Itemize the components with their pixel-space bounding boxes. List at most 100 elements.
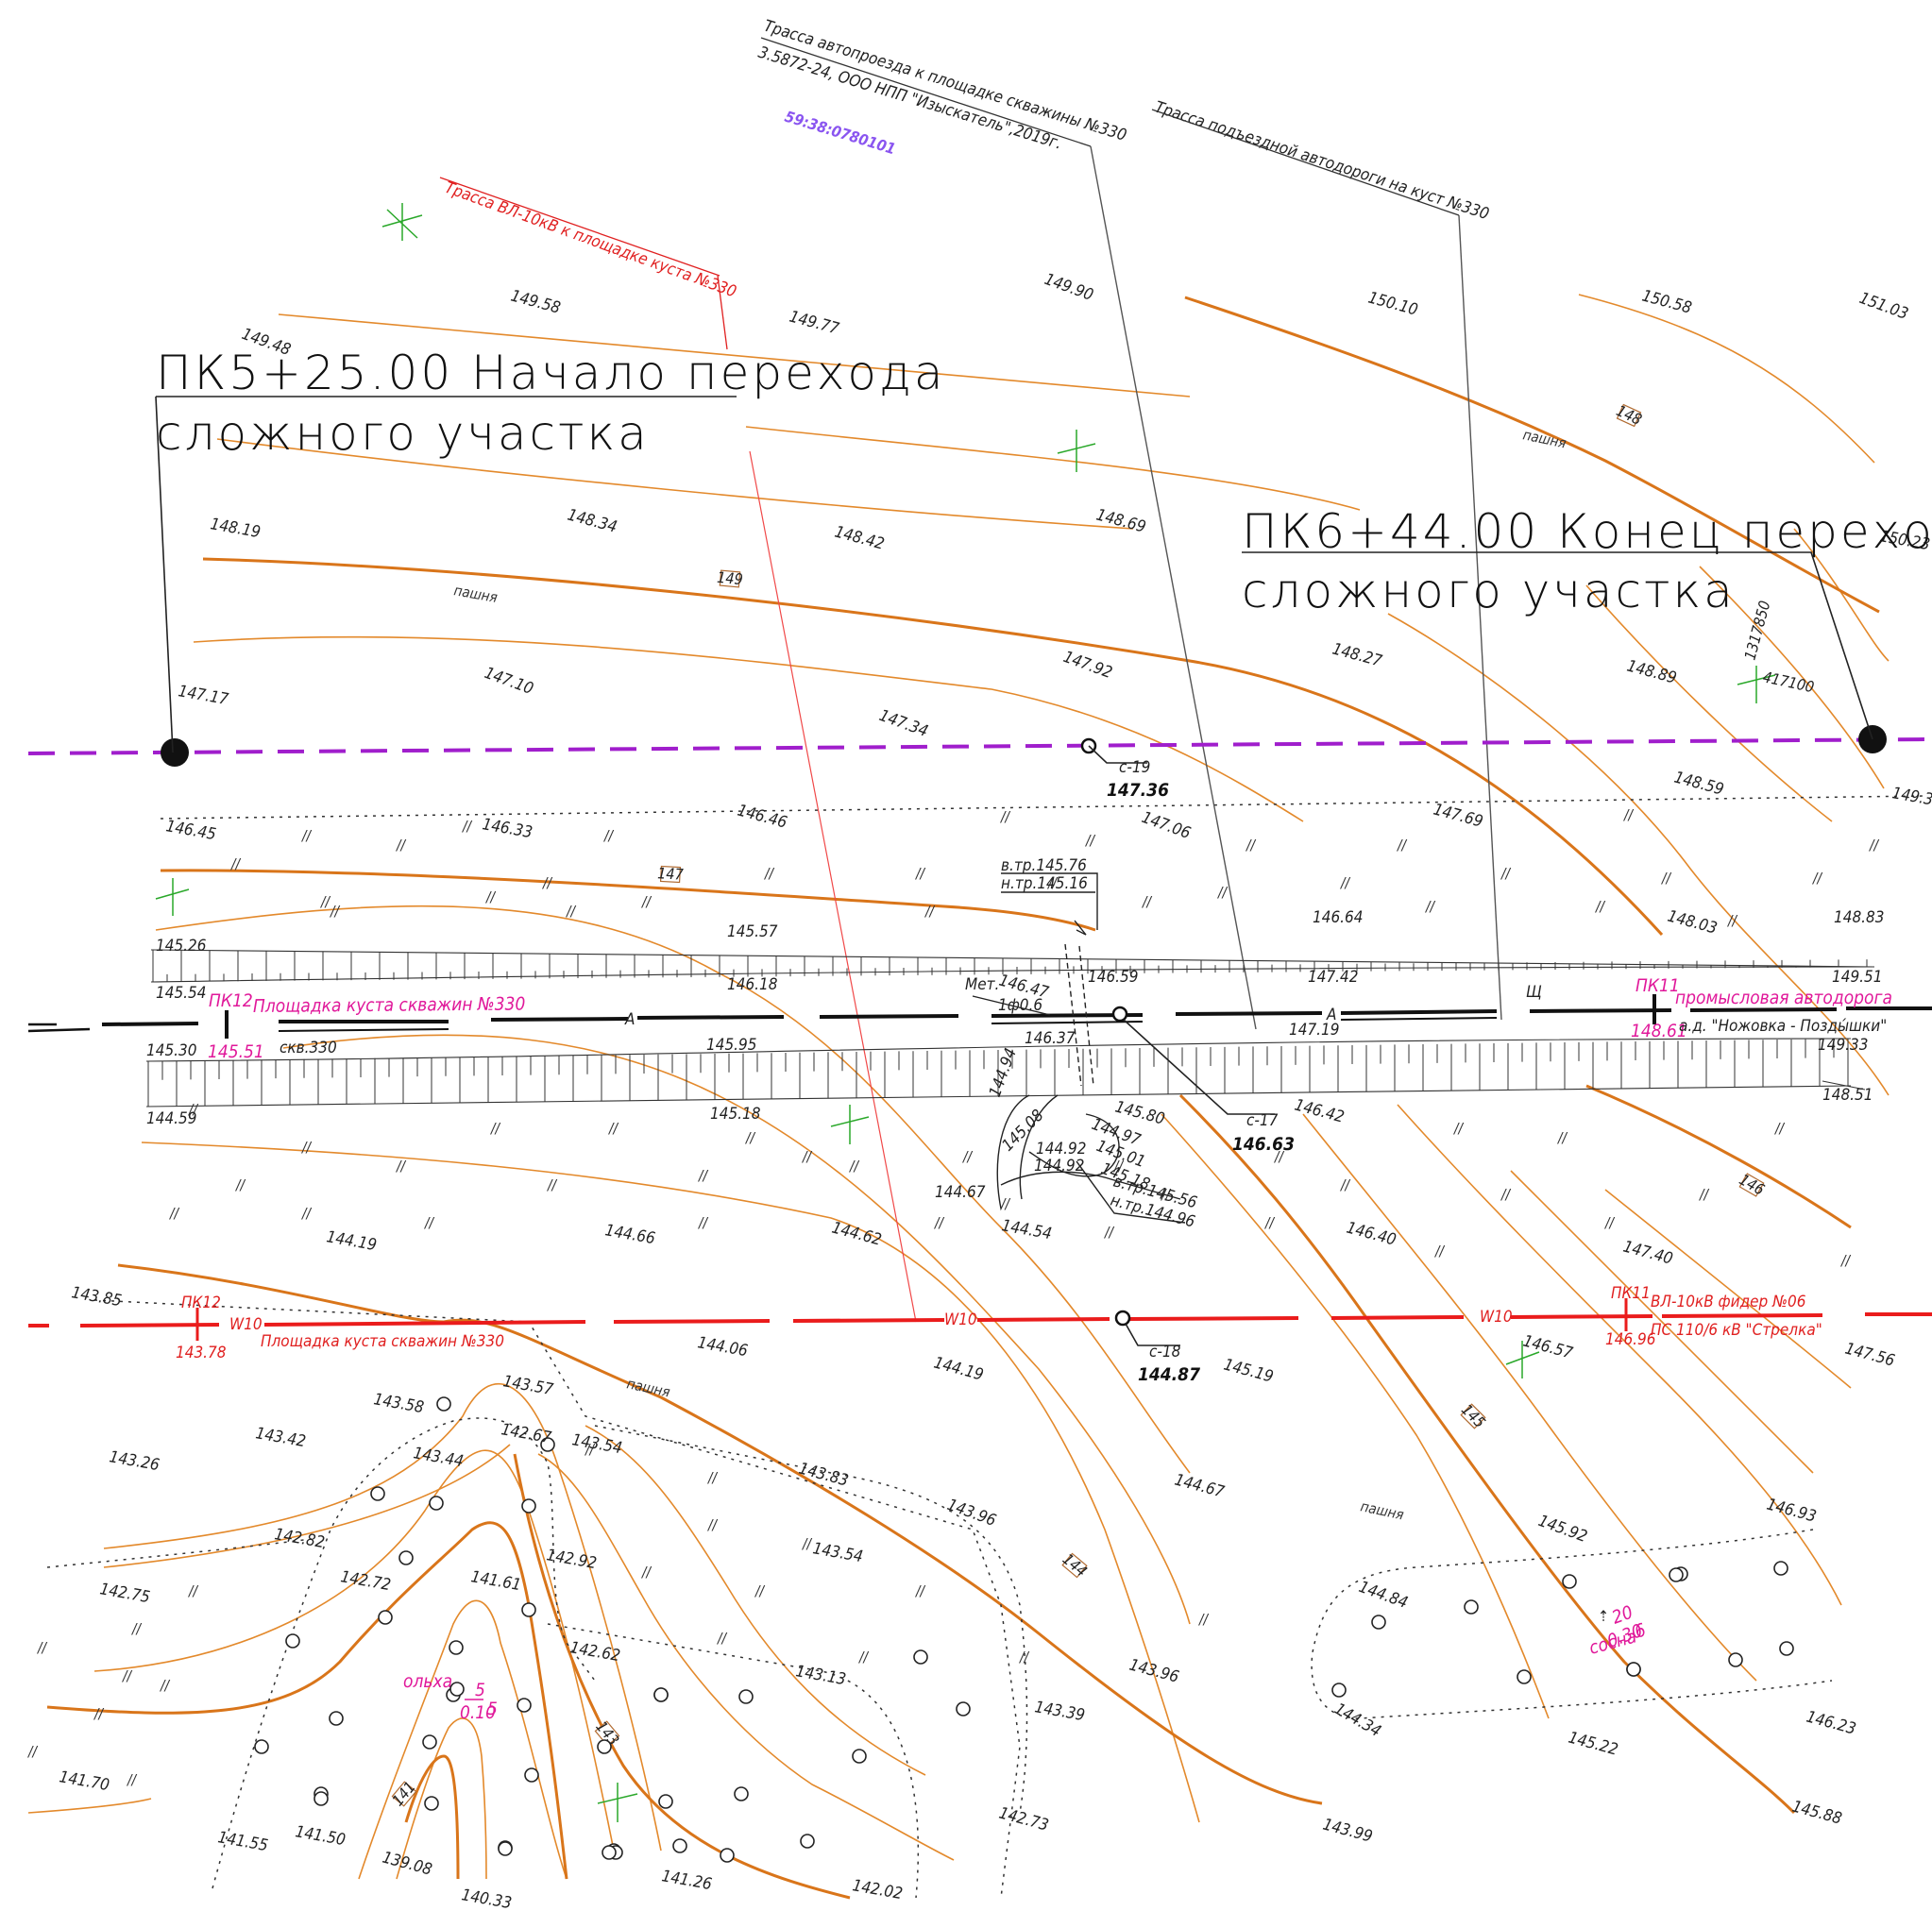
powerline-pk11-elev: 146.96 <box>1605 1330 1656 1349</box>
powerline-w10-a: W10 <box>229 1315 263 1334</box>
land-use-label: пашня <box>452 582 499 606</box>
route-leaders <box>717 145 1502 1323</box>
svg-text://: // <box>1774 1120 1786 1137</box>
contour-line-index <box>46 1521 568 1880</box>
powerline-route-label: Трасса ВЛ-10кВ к площадке куста №330 <box>442 178 738 302</box>
elevation-value: 147.34 <box>876 706 930 741</box>
elevation-value: 148.34 <box>566 506 619 537</box>
elevation-value: 146.64 <box>1313 908 1364 927</box>
svg-text://: // <box>490 1120 501 1137</box>
borehole-c18-elev: 144.87 <box>1138 1364 1200 1385</box>
alder-name: ольха <box>403 1671 452 1692</box>
land-use-label: пашня <box>1521 426 1568 451</box>
svg-text://: // <box>160 1677 171 1694</box>
powerline-route <box>28 1312 1932 1328</box>
contour-line-index <box>1184 296 1880 614</box>
svg-text://: // <box>1623 806 1635 823</box>
contour-line <box>745 426 1361 511</box>
road-pad-name: Площадка куста скважин №330 <box>253 993 526 1017</box>
svg-text://: // <box>1340 874 1351 891</box>
svg-text://: // <box>924 903 936 920</box>
elevation-value: 143.99 <box>1321 1816 1375 1847</box>
approach-road-label: Трасса подъездной автодороги на куст №33… <box>1152 98 1491 225</box>
land-use-label: пашня <box>625 1375 671 1400</box>
culvert-material: Мет. <box>965 975 999 994</box>
borehole-c17-name: с-17 <box>1246 1111 1279 1130</box>
contour-line <box>1604 1189 1852 1389</box>
contour-line-index <box>160 869 1096 932</box>
elevation-value: 148.27 <box>1330 640 1384 671</box>
elevation-value: 149.58 <box>509 287 563 318</box>
svg-text://: // <box>585 1441 596 1458</box>
svg-text://: // <box>1340 1176 1351 1193</box>
road-axis-a1: А <box>624 1010 635 1029</box>
elevation-value: 145.57 <box>727 922 778 941</box>
pine-icon: ⇡ <box>1598 1607 1609 1625</box>
elevation-value: 148.19 <box>209 515 262 542</box>
elevation-value: 146.93 <box>1765 1496 1819 1527</box>
elevation-value: 145.18 <box>710 1105 761 1124</box>
elevation-value: 143.44 <box>412 1444 465 1471</box>
svg-text://: // <box>330 903 341 920</box>
contour-line-index <box>117 1263 1323 1805</box>
elevation-value: 142.73 <box>997 1804 1051 1835</box>
elevation-value: 141.55 <box>216 1828 269 1855</box>
contour-line <box>1699 566 1885 789</box>
elevation-value: 142.72 <box>339 1567 392 1595</box>
elevation-value: 148.03 <box>1666 907 1720 939</box>
elevation-value: 146.45 <box>164 817 217 844</box>
svg-text://: // <box>915 1582 926 1599</box>
elevation-value: 142.62 <box>568 1638 621 1666</box>
elevation-value: 141.70 <box>58 1767 110 1795</box>
svg-text://: // <box>485 888 497 905</box>
svg-text://: // <box>764 865 775 882</box>
contour-line-index <box>1178 1093 1796 1815</box>
elevation-value: 146.23 <box>1805 1708 1858 1739</box>
svg-text://: // <box>547 1176 558 1193</box>
powerline-w10-b: W10 <box>944 1311 977 1329</box>
elevation-value: 141.26 <box>660 1867 713 1894</box>
contour-line <box>155 905 1191 1474</box>
elevation-value: 143.57 <box>501 1372 554 1399</box>
start-callout-line1: ПК5+25.00 Начало перехода <box>156 346 946 400</box>
contour-line <box>27 1798 152 1814</box>
elevation-value: 147.92 <box>1060 648 1114 683</box>
elevation-value: 148.59 <box>1672 769 1726 800</box>
contour-label: 147 <box>657 864 685 883</box>
svg-text://: // <box>1104 1224 1115 1241</box>
elevation-value: 147.69 <box>1432 801 1485 832</box>
contour-line-index <box>513 1453 851 1900</box>
svg-text://: // <box>1500 1186 1512 1203</box>
grid-coord-x: 417100 <box>1761 668 1816 696</box>
svg-text://: // <box>1595 898 1606 915</box>
svg-text://: // <box>1604 1214 1616 1231</box>
elevation-value: 144.66 <box>603 1221 656 1248</box>
contour-label: 149 <box>717 568 744 588</box>
elevation-value: 144.54 <box>1000 1216 1053 1243</box>
elevation-value: 150.10 <box>1366 289 1420 320</box>
svg-text://: // <box>603 827 615 844</box>
contour-line <box>585 1425 926 1776</box>
svg-text://: // <box>641 1564 652 1581</box>
svg-text://: // <box>188 1582 199 1599</box>
elevation-value: 146.59 <box>1088 968 1139 987</box>
road-pk12-elev: 145.51 <box>208 1041 264 1062</box>
powerline-name-1: ВЛ-10кВ фидер №06 <box>1651 1293 1806 1311</box>
elevation-value: 139.08 <box>381 1849 434 1880</box>
contour-label: 144 <box>1059 1550 1091 1581</box>
elevation-value: 145.26 <box>156 937 207 956</box>
svg-text://: // <box>188 1101 199 1118</box>
svg-text://: // <box>802 1148 813 1165</box>
elevation-value: 148.69 <box>1094 506 1148 537</box>
powerline-pk12-elev: 143.78 <box>176 1344 227 1362</box>
svg-text://: // <box>1264 1214 1276 1231</box>
svg-text://: // <box>1699 1186 1710 1203</box>
contour-line <box>1397 1104 1842 1606</box>
elevation-value: 143.26 <box>108 1447 161 1475</box>
elevation-value: 145.92 <box>1535 1512 1589 1547</box>
elevation-value: 148.51 <box>1822 1086 1873 1105</box>
svg-text://: // <box>745 1129 756 1146</box>
svg-text://: // <box>1019 1649 1030 1666</box>
elevation-value: 144.19 <box>325 1227 378 1255</box>
svg-text://: // <box>1453 1120 1465 1137</box>
